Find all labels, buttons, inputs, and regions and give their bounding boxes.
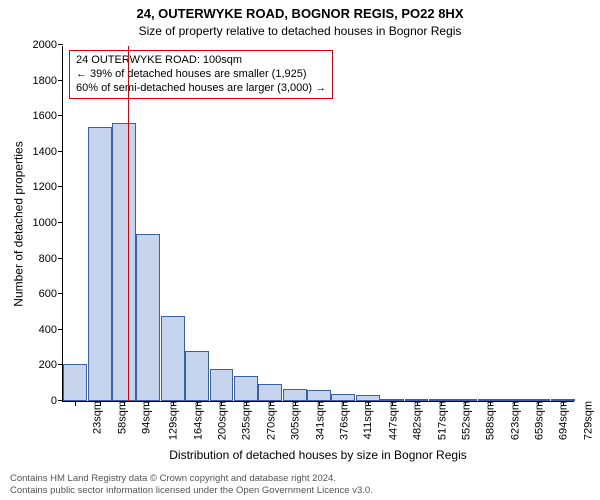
x-tick-label: 694sqm bbox=[554, 401, 570, 440]
annotation-box: 24 OUTERWYKE ROAD: 100sqm ← 39% of detac… bbox=[69, 50, 333, 99]
bar bbox=[185, 351, 209, 401]
y-tick-label: 1200 bbox=[33, 181, 63, 193]
x-tick-mark bbox=[392, 401, 393, 406]
y-tick-label: 800 bbox=[39, 253, 63, 265]
y-tick-mark bbox=[58, 115, 63, 116]
y-tick-label: 1800 bbox=[33, 75, 63, 87]
y-tick-mark bbox=[58, 293, 63, 294]
x-tick-label: 376sqm bbox=[335, 401, 351, 440]
y-tick-label: 1600 bbox=[33, 110, 63, 122]
x-tick-mark bbox=[270, 401, 271, 406]
chart-plot-area: 24 OUTERWYKE ROAD: 100sqm ← 39% of detac… bbox=[62, 46, 574, 402]
x-tick-label: 482sqm bbox=[408, 401, 424, 440]
x-tick-mark bbox=[538, 401, 539, 406]
x-tick-label: 235sqm bbox=[237, 401, 253, 440]
x-tick-mark bbox=[75, 401, 76, 406]
x-tick-mark bbox=[441, 401, 442, 406]
annotation-line: 60% of semi-detached houses are larger (… bbox=[76, 82, 326, 96]
y-tick-label: 200 bbox=[39, 359, 63, 371]
footer-attribution: Contains HM Land Registry data © Crown c… bbox=[10, 473, 590, 496]
bar bbox=[88, 127, 112, 401]
x-tick-mark bbox=[173, 401, 174, 406]
x-tick-mark bbox=[490, 401, 491, 406]
x-tick-mark bbox=[246, 401, 247, 406]
bar bbox=[63, 364, 87, 401]
y-tick-mark bbox=[58, 258, 63, 259]
x-tick-label: 58sqm bbox=[112, 401, 128, 434]
y-tick-label: 2000 bbox=[33, 39, 63, 51]
x-tick-label: 129sqm bbox=[164, 401, 180, 440]
bar bbox=[258, 384, 282, 401]
x-tick-label: 305sqm bbox=[286, 401, 302, 440]
x-tick-mark bbox=[368, 401, 369, 406]
x-tick-mark bbox=[514, 401, 515, 406]
annotation-line: ← 39% of detached houses are smaller (1,… bbox=[76, 68, 326, 82]
bar bbox=[161, 316, 185, 401]
page-title: 24, OUTERWYKE ROAD, BOGNOR REGIS, PO22 8… bbox=[0, 6, 600, 21]
y-tick-label: 1400 bbox=[33, 146, 63, 158]
x-tick-mark bbox=[563, 401, 564, 406]
x-tick-label: 200sqm bbox=[213, 401, 229, 440]
y-axis-label: Number of detached properties bbox=[10, 46, 28, 402]
x-tick-label: 659sqm bbox=[530, 401, 546, 440]
bar bbox=[112, 123, 136, 401]
bar bbox=[136, 234, 160, 401]
x-tick-label: 447sqm bbox=[383, 401, 399, 440]
y-tick-mark bbox=[58, 151, 63, 152]
annotation-line: 24 OUTERWYKE ROAD: 100sqm bbox=[76, 54, 326, 68]
x-tick-mark bbox=[124, 401, 125, 406]
bar bbox=[234, 376, 258, 401]
bar bbox=[331, 394, 355, 401]
x-tick-label: 341sqm bbox=[310, 401, 326, 440]
bar bbox=[307, 390, 331, 401]
x-tick-mark bbox=[148, 401, 149, 406]
x-tick-label: 164sqm bbox=[188, 401, 204, 440]
x-tick-label: 729sqm bbox=[578, 401, 594, 440]
x-tick-mark bbox=[100, 401, 101, 406]
y-tick-mark bbox=[58, 222, 63, 223]
x-tick-label: 517sqm bbox=[432, 401, 448, 440]
y-tick-label: 400 bbox=[39, 324, 63, 336]
x-tick-label: 270sqm bbox=[261, 401, 277, 440]
subject-marker-line bbox=[128, 46, 129, 401]
y-tick-mark bbox=[58, 329, 63, 330]
y-tick-label: 600 bbox=[39, 288, 63, 300]
x-tick-label: 588sqm bbox=[481, 401, 497, 440]
bar bbox=[210, 369, 234, 401]
y-tick-label: 0 bbox=[51, 395, 63, 407]
x-tick-mark bbox=[221, 401, 222, 406]
y-tick-mark bbox=[58, 44, 63, 45]
page-subtitle: Size of property relative to detached ho… bbox=[0, 24, 600, 38]
x-tick-label: 94sqm bbox=[136, 401, 152, 434]
y-tick-mark bbox=[58, 80, 63, 81]
x-tick-label: 23sqm bbox=[88, 401, 104, 434]
y-tick-mark bbox=[58, 186, 63, 187]
x-tick-mark bbox=[417, 401, 418, 406]
x-tick-label: 411sqm bbox=[359, 401, 375, 439]
y-tick-label: 1000 bbox=[33, 217, 63, 229]
x-tick-mark bbox=[465, 401, 466, 406]
x-tick-mark bbox=[197, 401, 198, 406]
x-tick-mark bbox=[295, 401, 296, 406]
x-tick-mark bbox=[343, 401, 344, 406]
x-tick-label: 552sqm bbox=[456, 401, 472, 440]
bar bbox=[283, 389, 307, 401]
x-axis-label: Distribution of detached houses by size … bbox=[62, 448, 574, 462]
x-tick-label: 623sqm bbox=[505, 401, 521, 440]
x-tick-mark bbox=[319, 401, 320, 406]
